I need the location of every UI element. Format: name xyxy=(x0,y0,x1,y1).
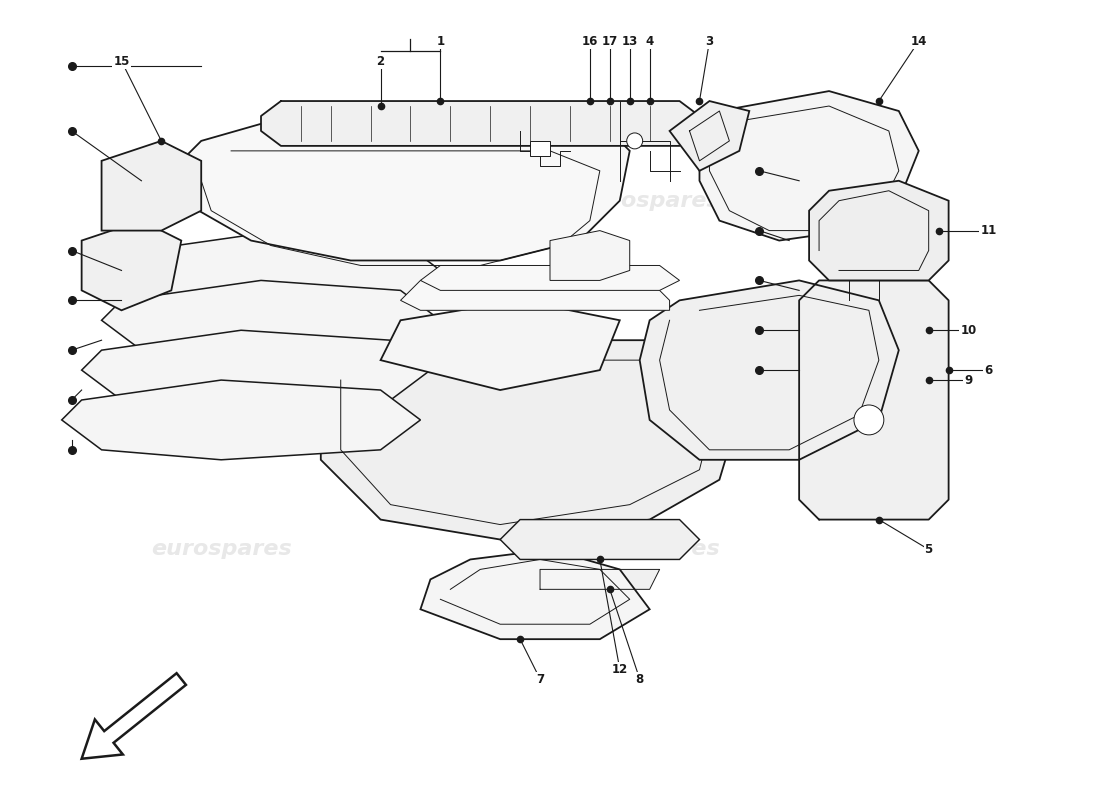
Polygon shape xyxy=(540,570,660,590)
Text: 5: 5 xyxy=(925,543,933,556)
Text: eurospares: eurospares xyxy=(151,190,292,210)
Polygon shape xyxy=(550,230,629,281)
Text: 10: 10 xyxy=(960,324,977,337)
Circle shape xyxy=(627,133,642,149)
Polygon shape xyxy=(810,181,948,281)
Polygon shape xyxy=(700,91,918,241)
Polygon shape xyxy=(172,121,629,261)
Bar xyxy=(530,141,550,156)
Polygon shape xyxy=(799,281,948,519)
Polygon shape xyxy=(500,519,700,559)
Polygon shape xyxy=(261,101,700,146)
Text: 3: 3 xyxy=(705,34,714,48)
Text: 4: 4 xyxy=(646,34,653,48)
Polygon shape xyxy=(101,141,201,230)
Polygon shape xyxy=(62,380,420,460)
Text: 2: 2 xyxy=(376,54,385,68)
Text: 6: 6 xyxy=(984,364,992,377)
Text: 16: 16 xyxy=(582,34,598,48)
Polygon shape xyxy=(640,281,899,460)
Polygon shape xyxy=(420,550,650,639)
Text: 13: 13 xyxy=(621,34,638,48)
Polygon shape xyxy=(420,266,680,290)
Polygon shape xyxy=(81,330,430,410)
Text: 14: 14 xyxy=(911,34,927,48)
Polygon shape xyxy=(101,281,440,360)
Text: 8: 8 xyxy=(636,673,644,686)
Text: eurospares: eurospares xyxy=(580,190,720,210)
Text: eurospares: eurospares xyxy=(151,539,292,559)
FancyArrow shape xyxy=(81,673,186,758)
Text: 1: 1 xyxy=(437,34,444,48)
Polygon shape xyxy=(670,101,749,170)
Text: 11: 11 xyxy=(980,224,997,237)
Polygon shape xyxy=(81,221,182,310)
Text: eurospares: eurospares xyxy=(580,539,720,559)
Polygon shape xyxy=(381,300,619,390)
Text: 15: 15 xyxy=(113,54,130,68)
Polygon shape xyxy=(400,281,670,310)
Circle shape xyxy=(854,405,883,435)
Polygon shape xyxy=(321,340,749,539)
Polygon shape xyxy=(121,230,440,310)
Text: 17: 17 xyxy=(602,34,618,48)
Text: 12: 12 xyxy=(612,662,628,675)
Text: 9: 9 xyxy=(965,374,972,386)
Text: 7: 7 xyxy=(536,673,544,686)
